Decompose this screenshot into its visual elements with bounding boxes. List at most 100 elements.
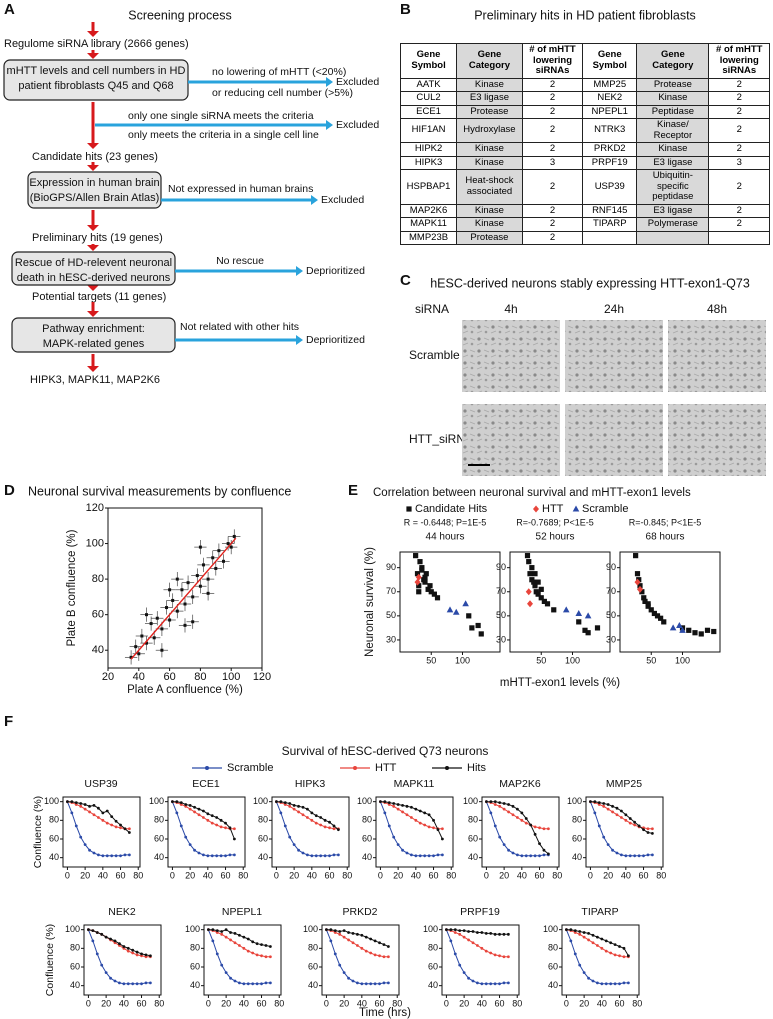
point — [332, 853, 336, 857]
point — [506, 932, 510, 936]
y-tick-label: 70 — [606, 586, 616, 596]
point — [207, 928, 210, 932]
point — [480, 931, 484, 934]
point — [110, 815, 114, 818]
point — [193, 810, 196, 814]
stage-label: Regulome siRNA library (2666 genes) — [4, 38, 189, 50]
stage-label: HIPK3, MAPK11, MAP2K6 — [30, 374, 160, 386]
point — [183, 623, 187, 627]
point — [489, 982, 493, 986]
point — [591, 941, 595, 945]
point — [679, 626, 686, 633]
x-axis-label: mHTT-exon1 levels (%) — [500, 677, 620, 689]
point — [476, 944, 479, 947]
point — [462, 600, 469, 607]
legend-marker — [205, 766, 209, 770]
point — [188, 807, 192, 811]
x-tick-label: 80 — [512, 998, 522, 1008]
y-tick-label: 40 — [70, 980, 80, 990]
point — [211, 928, 215, 932]
x-tick-label: 0 — [378, 870, 383, 880]
point — [66, 800, 69, 804]
panel-letter: F — [4, 713, 13, 730]
point — [232, 837, 236, 841]
x-tick-label: 80 — [342, 870, 352, 880]
table-row: MMP23B Protease 2 — [399, 230, 770, 245]
point — [414, 571, 421, 577]
arrow-head — [87, 245, 99, 251]
point — [171, 800, 174, 804]
point — [428, 589, 434, 595]
point — [602, 802, 606, 805]
micrograph — [668, 320, 766, 392]
x-tick-label: 40 — [357, 998, 367, 1008]
plot-title: NEK2 — [108, 906, 136, 918]
point — [206, 591, 210, 595]
point — [233, 941, 237, 945]
point — [410, 853, 413, 857]
point — [582, 971, 586, 974]
point — [224, 821, 227, 825]
table-row: HSPBAP1 Heat-shock associated 2 USP39 Ubiqui… — [399, 169, 770, 205]
point — [646, 853, 650, 857]
point — [268, 945, 272, 948]
point — [589, 800, 592, 804]
point — [279, 811, 283, 815]
point — [698, 631, 704, 637]
point — [206, 577, 210, 581]
x-tick-label: 60 — [495, 998, 505, 1008]
arrow-head — [296, 266, 303, 276]
point — [101, 811, 105, 815]
point — [711, 628, 717, 635]
point — [542, 848, 546, 852]
point — [264, 955, 268, 959]
point — [175, 577, 179, 581]
point — [238, 933, 241, 937]
point — [74, 824, 78, 828]
point — [476, 981, 479, 985]
point — [126, 982, 130, 986]
point — [175, 811, 179, 815]
x-tick-label: 0 — [86, 998, 91, 1008]
table-cell: PRKD2 — [582, 142, 638, 157]
arrow-head — [87, 31, 99, 37]
point — [232, 853, 236, 857]
arrow-head — [87, 225, 99, 231]
x-tick-label: 60 — [615, 998, 625, 1008]
point — [597, 801, 601, 804]
point — [524, 854, 528, 858]
point — [493, 982, 497, 986]
point — [532, 583, 538, 589]
arrow-head — [326, 120, 333, 130]
plot-title: HIPK3 — [295, 778, 326, 790]
y-tick-label: 40 — [548, 980, 558, 990]
point — [507, 810, 510, 814]
point — [596, 981, 599, 985]
point — [219, 818, 223, 822]
point — [113, 939, 117, 943]
point — [197, 807, 201, 811]
plot-title: MAP2K6 — [499, 778, 541, 790]
stage-label: Preliminary hits (19 genes) — [32, 232, 163, 244]
point — [110, 823, 114, 827]
column-label: 4h — [504, 302, 517, 316]
point — [338, 963, 342, 967]
point — [214, 566, 218, 570]
point — [268, 981, 272, 985]
point — [79, 835, 83, 839]
point — [126, 949, 130, 953]
point — [587, 938, 590, 942]
point — [215, 823, 219, 827]
point — [219, 825, 223, 829]
point — [533, 825, 537, 829]
point — [228, 826, 232, 830]
table-cell: NTRK3 — [582, 118, 638, 143]
x-tick-label: 60 — [535, 870, 545, 880]
point — [369, 951, 373, 955]
point — [585, 630, 591, 636]
point — [587, 932, 590, 935]
point — [498, 801, 502, 804]
y-tick-label: 60 — [92, 609, 104, 621]
point — [148, 954, 152, 958]
point — [336, 828, 340, 832]
